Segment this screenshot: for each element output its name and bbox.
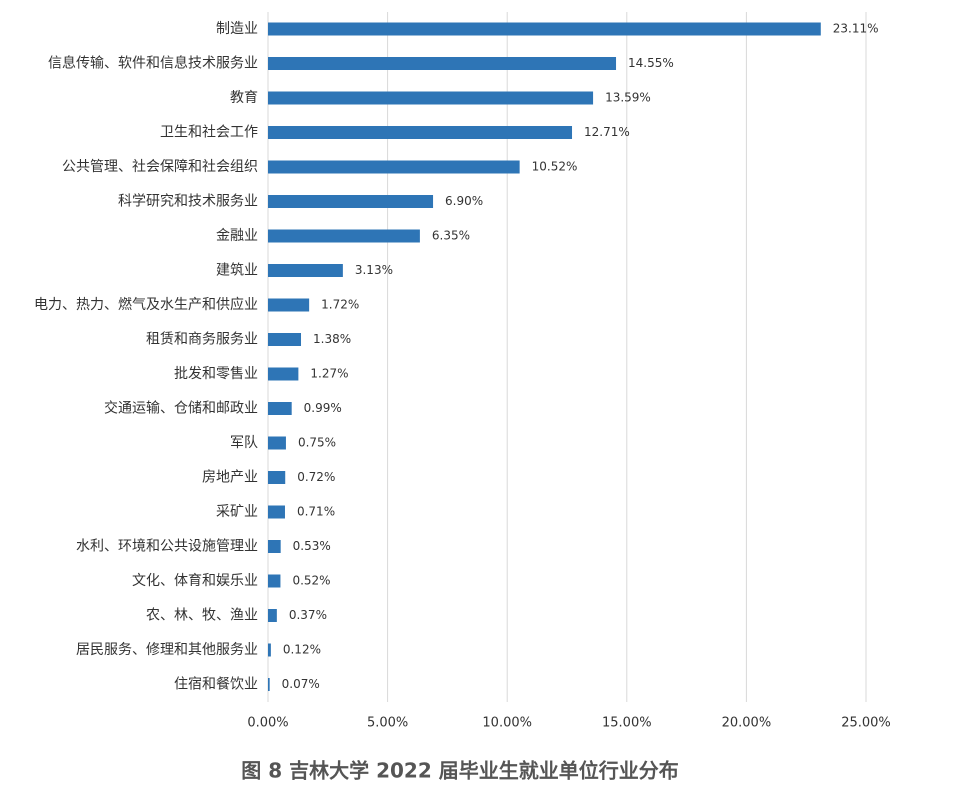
bar [268,160,520,174]
y-tick-label: 房地产业 [202,470,258,486]
x-tick-label: 20.00% [722,716,772,731]
x-tick-label: 10.00% [482,716,532,731]
y-tick-label: 公共管理、社会保障和社会组织 [62,159,258,175]
value-label: 0.75% [298,436,336,450]
y-tick-label: 居民服务、修理和其他服务业 [76,642,258,658]
value-label: 6.90% [445,194,483,208]
y-tick-label: 军队 [230,435,258,451]
x-tick-label: 15.00% [602,716,652,731]
y-tick-label: 住宿和餐饮业 [174,676,258,693]
bar [268,540,281,553]
value-label: 1.27% [310,367,348,381]
x-tick-label: 0.00% [247,716,288,731]
bar [268,643,271,657]
y-tick-label: 文化、体育和娱乐业 [132,573,258,589]
chart-title: 图 8 吉林大学 2022 届毕业生就业单位行业分布 [241,759,678,783]
bar [268,57,617,70]
x-tick-label: 5.00% [367,716,408,731]
y-tick-label: 卫生和社会工作 [160,125,258,141]
value-label: 14.55% [628,56,674,70]
y-tick-label: 制造业 [216,21,258,37]
bar [268,436,286,450]
bar [268,126,573,139]
y-tick-label: 水利、环境和公共设施管理业 [76,539,258,555]
value-label: 6.35% [432,229,470,243]
value-label: 3.13% [355,263,393,277]
value-label: 0.07% [282,677,320,691]
y-tick-label: 采矿业 [216,504,258,520]
bar [268,402,292,415]
value-label: 12.71% [584,125,630,139]
bar [268,367,299,381]
value-label: 10.52% [532,160,578,174]
x-tick-label: 25.00% [841,716,891,731]
y-tick-label: 电力、热力、燃气及水生产和供应业 [34,296,258,313]
y-tick-label: 信息传输、软件和信息技术服务业 [48,55,258,72]
y-tick-label: 教育 [230,90,258,106]
bar [268,22,821,36]
value-label: 0.53% [293,539,331,553]
bar [268,91,594,105]
value-label: 13.59% [605,91,651,105]
y-tick-label: 建筑业 [216,263,258,279]
y-tick-label: 农、林、牧、渔业 [146,608,258,624]
bar [268,298,310,312]
bar [268,195,434,208]
bar [268,264,343,277]
bar [268,229,420,243]
bar [268,505,285,519]
y-tick-label: 批发和零售业 [174,366,258,382]
value-label: 23.11% [833,22,879,36]
value-label: 0.52% [292,574,330,588]
y-tick-label: 租赁和商务服务业 [146,332,258,348]
y-tick-label: 科学研究和技术服务业 [118,194,258,210]
bar [268,678,270,691]
value-label: 0.71% [297,505,335,519]
bar [268,471,286,484]
y-tick-label: 交通运输、仓储和邮政业 [104,400,258,417]
y-tick-label: 金融业 [216,228,258,244]
bar [268,333,302,346]
value-label: 0.72% [297,470,335,484]
bar [268,574,281,588]
value-label: 0.12% [283,643,321,657]
value-label: 0.99% [304,401,342,415]
value-label: 1.72% [321,298,359,312]
value-label: 1.38% [313,332,351,346]
bar [268,609,277,622]
value-label: 0.37% [289,608,327,622]
